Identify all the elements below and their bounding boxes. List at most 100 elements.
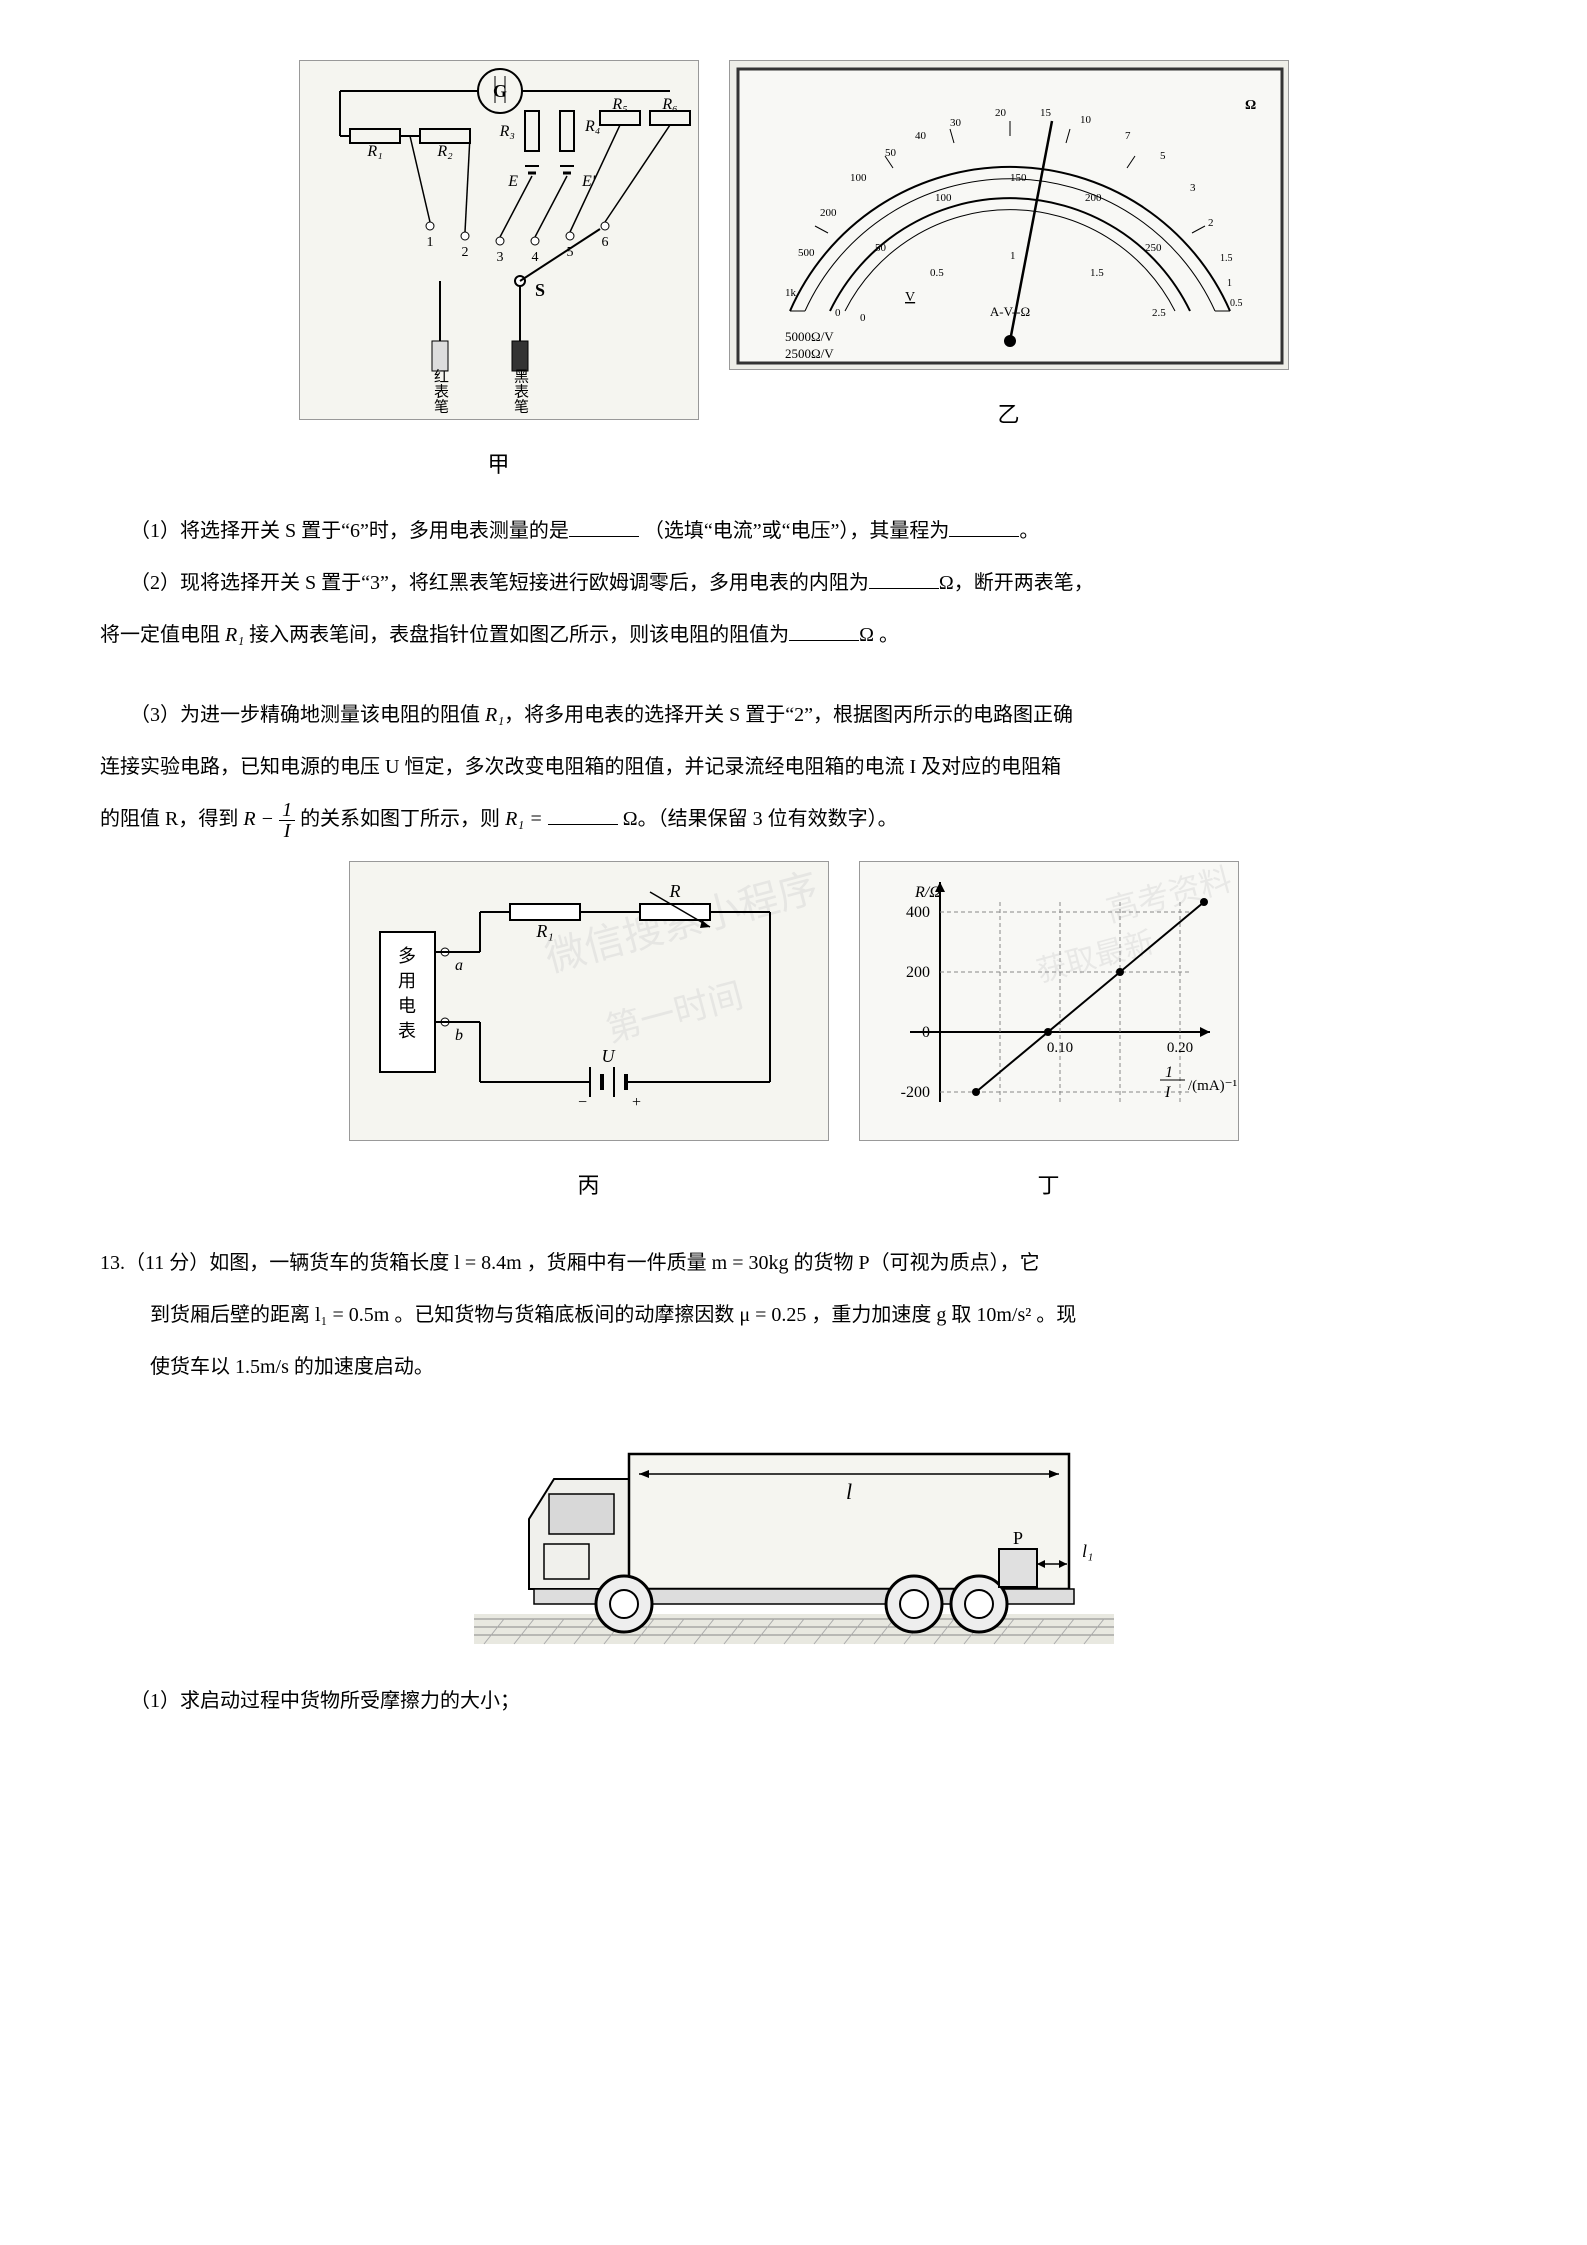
svg-text:150: 150 — [1010, 172, 1027, 184]
svg-text:R: R — [668, 881, 680, 901]
svg-text:10: 10 — [1080, 114, 1092, 126]
question-13: 13.（11 分）如图，一辆货车的货箱长度 l = 8.4m ，货厢中有一件质量… — [100, 1241, 1487, 1723]
meter-caption: 乙 — [729, 391, 1289, 439]
truck-figure: l P l₁ — [474, 1409, 1114, 1649]
frac-num: 1 — [279, 800, 295, 821]
svg-text:R₄: R₄ — [584, 118, 600, 135]
svg-text:100: 100 — [935, 192, 952, 204]
svg-text:0: 0 — [922, 1024, 930, 1041]
question-1: （1）将选择开关 S 置于“6”时，多用电表测量的是 （选填“电流”或“电压”）… — [100, 509, 1487, 553]
svg-text:7: 7 — [1125, 130, 1131, 142]
svg-text:用: 用 — [398, 971, 416, 991]
svg-text:1.5: 1.5 — [1090, 267, 1104, 279]
figure-row-2: 微信搜索小程序 第一时间 多 用 电 表 a b R₁ R — [100, 861, 1487, 1210]
svg-text:R₁: R₁ — [535, 921, 553, 941]
svg-text:红表笔: 红表笔 — [432, 369, 449, 414]
svg-text:表: 表 — [398, 1021, 416, 1041]
svg-text:U: U — [601, 1046, 615, 1066]
svg-text:1: 1 — [426, 235, 433, 250]
figure-truck-row: l P l₁ — [100, 1409, 1487, 1649]
svg-text:V: V — [905, 290, 915, 305]
blank-q1-1 — [569, 517, 639, 537]
q3-l3-mid: 的关系如图丁所示，则 — [300, 808, 505, 830]
question-3-line2: 连接实验电路，已知电源的电压 U 恒定，多次改变电阻箱的阻值，并记录流经电阻箱的… — [100, 745, 1487, 789]
frac-den: I — [279, 821, 295, 841]
q13-header: 13.（11 分）如图，一辆货车的货箱长度 l = 8.4m ，货厢中有一件质量… — [100, 1241, 1487, 1285]
svg-text:3: 3 — [1190, 182, 1196, 194]
svg-text:R₅: R₅ — [611, 96, 627, 113]
svg-text:400: 400 — [906, 904, 930, 921]
svg-text:100: 100 — [850, 172, 867, 184]
svg-text:0.5: 0.5 — [1230, 298, 1243, 309]
svg-text:50: 50 — [875, 242, 887, 254]
q3-R1-eq: R₁ = — [505, 808, 548, 830]
figure-meter: 1k 500 200 100 50 40 30 20 15 10 7 5 3 2… — [729, 60, 1289, 489]
question-3-line1: （3）为进一步精确地测量该电阻的阻值 R₁，将多用电表的选择开关 S 置于“2”… — [100, 693, 1487, 737]
svg-text:b: b — [455, 1027, 463, 1044]
blank-q3 — [548, 805, 618, 825]
svg-text:+: + — [632, 1094, 641, 1111]
question-2-line1: （2）现将选择开关 S 置于“3”，将红黑表笔短接进行欧姆调零后，多用电表的内阻… — [100, 561, 1487, 605]
svg-text:−: − — [578, 1094, 587, 1111]
figure-circuit: G R₁ R₂ R₃ R₄ R₅ R₆ — [299, 60, 699, 489]
svg-text:250: 250 — [1145, 242, 1162, 254]
svg-text:R₆: R₆ — [661, 96, 677, 113]
svg-text:0.10: 0.10 — [1046, 1040, 1072, 1056]
svg-text:1: 1 — [1010, 250, 1016, 262]
q3-l2: 连接实验电路，已知电源的电压 U 恒定，多次改变电阻箱的阻值，并记录流经电阻箱的… — [100, 756, 1061, 778]
svg-text:R₂: R₂ — [436, 143, 453, 160]
svg-text:200: 200 — [906, 964, 930, 981]
q2-R1: R₁ — [225, 624, 244, 646]
svg-text:l: l — [845, 1479, 851, 1504]
question-2-line2: 将一定值电阻 R₁ 接入两表笔间，表盘指针位置如图乙所示，则该电阻的阻值为Ω 。 — [100, 613, 1487, 657]
svg-text:/(mA)⁻¹: /(mA)⁻¹ — [1188, 1078, 1237, 1094]
q1-prefix: （1）将选择开关 S 置于“6”时，多用电表测量的是 — [130, 520, 569, 542]
svg-text:0.5: 0.5 — [930, 267, 944, 279]
svg-text:R₁: R₁ — [366, 143, 382, 160]
q2-prefix: （2）现将选择开关 S 置于“3”，将红黑表笔短接进行欧姆调零后，多用电表的内阻… — [130, 572, 869, 594]
q1-suffix: 。 — [1019, 520, 1039, 542]
q3-l3-suffix: Ω。（结果保留 3 位有效数字）。 — [618, 808, 898, 830]
q1-hint: （选填“电流”或“电压”），其量程为 — [644, 520, 950, 542]
circuit2-diagram: 微信搜索小程序 第一时间 多 用 电 表 a b R₁ R — [349, 861, 829, 1141]
svg-text:l₁: l₁ — [1082, 1541, 1093, 1561]
q2-l2-prefix: 将一定值电阻 — [100, 624, 225, 646]
question-3-line3: 的阻值 R，得到 R − 1I 的关系如图丁所示，则 R₁ = Ω。（结果保留 … — [100, 797, 1487, 841]
svg-text:500: 500 — [798, 247, 815, 259]
blank-q2-2 — [789, 621, 859, 641]
svg-text:50: 50 — [885, 147, 897, 159]
svg-text:-200: -200 — [900, 1084, 929, 1101]
q3-R1: R₁ — [485, 704, 504, 726]
figure-row-1: G R₁ R₂ R₃ R₄ R₅ R₆ — [100, 60, 1487, 489]
svg-text:5000Ω/V: 5000Ω/V — [785, 329, 834, 344]
graph-caption: 丁 — [859, 1162, 1239, 1210]
svg-text:a: a — [455, 957, 463, 974]
svg-text:200: 200 — [1085, 192, 1102, 204]
q13-line2: 到货厢后壁的距离 l₁ = 0.5m 。已知货物与货箱底板间的动摩擦因数 μ =… — [150, 1293, 1487, 1337]
svg-text:1k: 1k — [785, 287, 797, 299]
svg-text:多: 多 — [398, 946, 416, 966]
svg-text:1: 1 — [1227, 278, 1232, 289]
svg-text:15: 15 — [1040, 107, 1052, 119]
svg-text:R/Ω: R/Ω — [914, 884, 941, 901]
svg-text:P: P — [1012, 1528, 1022, 1548]
svg-text:1: 1 — [1165, 1064, 1173, 1081]
q13-sub1-text: （1）求启动过程中货物所受摩擦力的大小； — [130, 1690, 520, 1712]
svg-text:I: I — [1164, 1084, 1171, 1101]
meter-dial: 1k 500 200 100 50 40 30 20 15 10 7 5 3 2… — [729, 60, 1289, 370]
blank-q2-1 — [869, 569, 939, 589]
q13-header-text: 13.（11 分）如图，一辆货车的货箱长度 l = 8.4m ，货厢中有一件质量… — [100, 1252, 1040, 1274]
svg-text:S: S — [535, 280, 545, 300]
svg-text:0: 0 — [860, 312, 866, 324]
q13-line3: 使货车以 1.5m/s 的加速度启动。 — [150, 1345, 1487, 1389]
svg-text:0: 0 — [835, 307, 841, 319]
svg-text:黑表笔: 黑表笔 — [512, 369, 529, 414]
q3-rel-left: R − — [243, 808, 274, 830]
q13-sub1: （1）求启动过程中货物所受摩擦力的大小； — [100, 1679, 1487, 1723]
svg-text:E: E — [507, 173, 518, 190]
svg-text:A-V--Ω: A-V--Ω — [989, 304, 1029, 319]
svg-text:30: 30 — [950, 117, 962, 129]
q3-prefix: （3）为进一步精确地测量该电阻的阻值 — [130, 704, 485, 726]
q2-mid: Ω，断开两表笔， — [939, 572, 1094, 594]
circuit-caption: 甲 — [299, 441, 699, 489]
